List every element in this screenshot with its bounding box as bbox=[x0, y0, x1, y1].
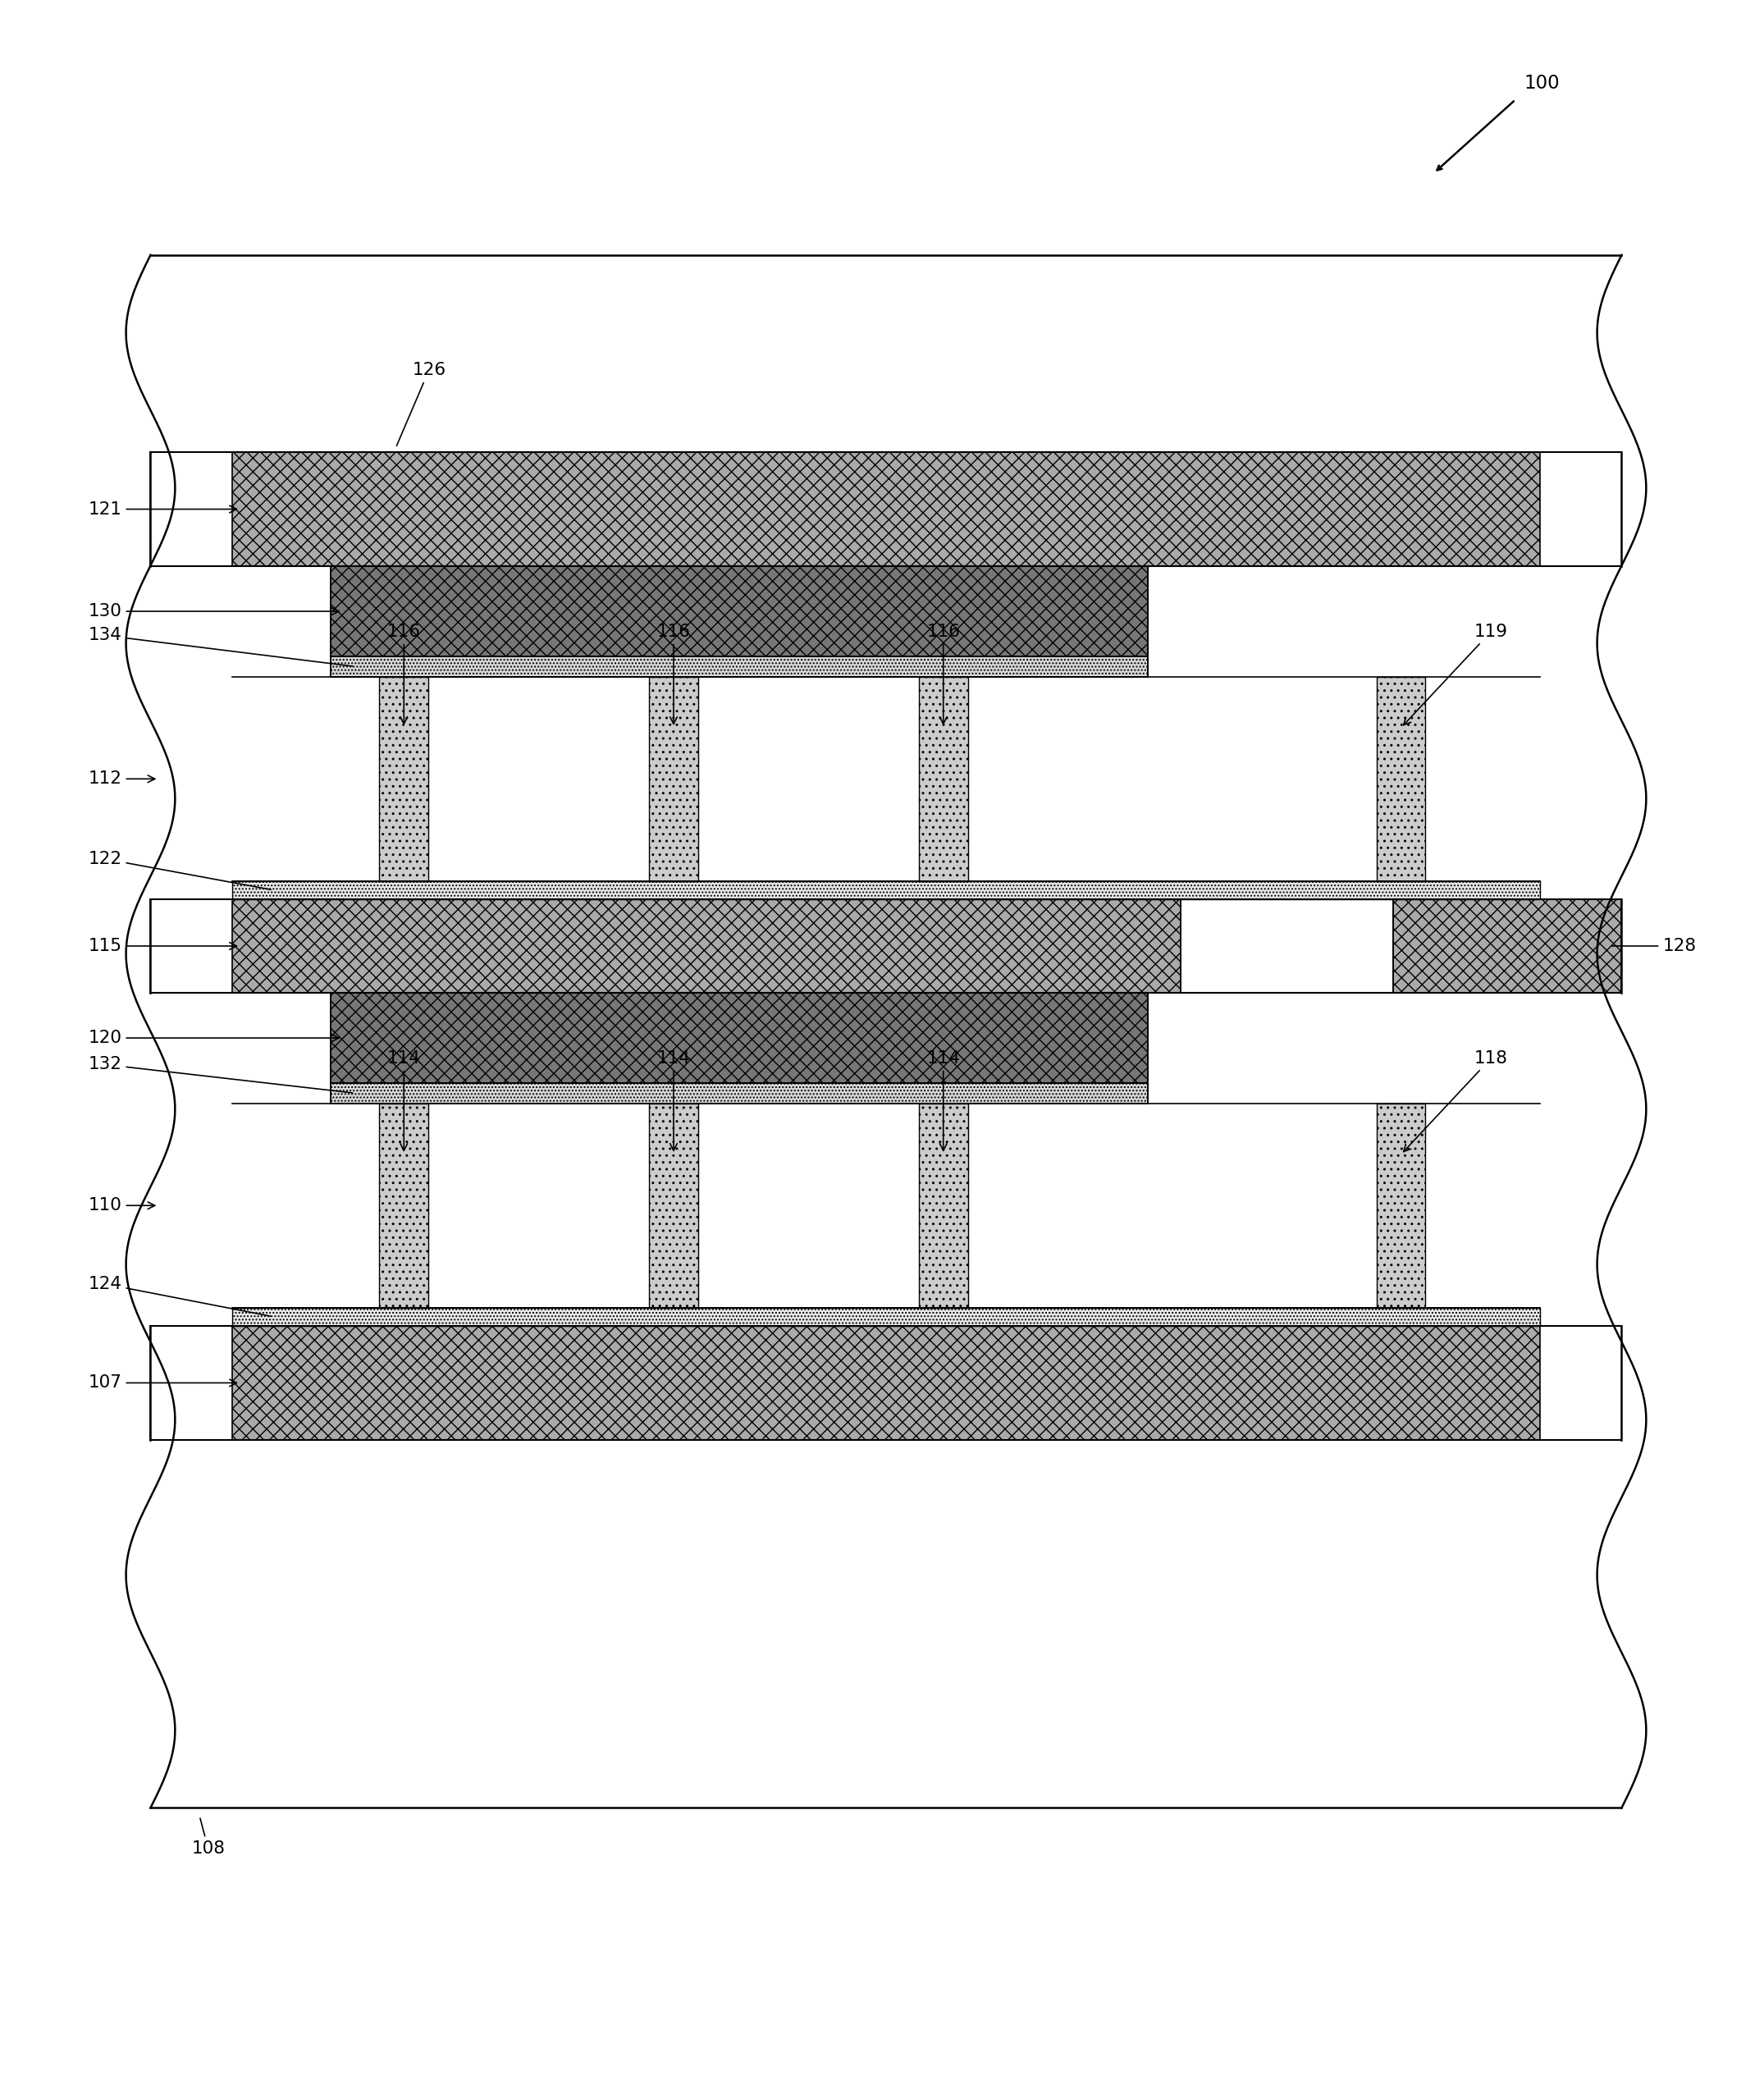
Bar bbox=[330, 1083, 1148, 1104]
Bar bbox=[150, 451, 233, 566]
Bar bbox=[150, 1326, 1621, 1439]
Bar bbox=[330, 657, 1148, 678]
Bar bbox=[919, 1104, 968, 1307]
Bar bbox=[1376, 1104, 1425, 1307]
Text: 118: 118 bbox=[1404, 1051, 1508, 1152]
Text: 114: 114 bbox=[386, 1051, 420, 1150]
Text: 128: 128 bbox=[1612, 938, 1697, 955]
Text: 119: 119 bbox=[1404, 623, 1508, 726]
Text: 115: 115 bbox=[88, 938, 236, 955]
Bar bbox=[379, 1104, 429, 1307]
Bar bbox=[330, 992, 1148, 1083]
Bar bbox=[649, 1104, 699, 1307]
Bar bbox=[1540, 1326, 1621, 1439]
Text: 120: 120 bbox=[88, 1030, 339, 1047]
Text: 126: 126 bbox=[397, 363, 446, 445]
Text: 100: 100 bbox=[1524, 73, 1559, 92]
Text: 134: 134 bbox=[88, 627, 353, 667]
Bar bbox=[649, 678, 699, 881]
Bar bbox=[233, 881, 1540, 900]
Text: 116: 116 bbox=[926, 623, 960, 724]
Bar bbox=[150, 1326, 233, 1439]
Text: 124: 124 bbox=[88, 1276, 272, 1315]
Bar bbox=[150, 256, 1621, 1808]
Bar bbox=[1540, 451, 1621, 566]
Text: 110: 110 bbox=[88, 1198, 155, 1215]
Bar bbox=[379, 678, 429, 881]
Bar bbox=[1376, 678, 1425, 881]
Bar bbox=[330, 566, 1148, 657]
Text: 107: 107 bbox=[88, 1374, 236, 1391]
Text: 121: 121 bbox=[88, 501, 236, 518]
Text: 116: 116 bbox=[386, 623, 420, 724]
Bar bbox=[233, 1307, 1540, 1326]
Text: 112: 112 bbox=[88, 770, 155, 787]
Text: 114: 114 bbox=[656, 1051, 690, 1150]
Bar bbox=[919, 678, 968, 881]
Bar bbox=[150, 900, 233, 992]
Bar bbox=[150, 900, 1180, 992]
Text: 114: 114 bbox=[926, 1051, 960, 1150]
Text: 108: 108 bbox=[192, 1819, 226, 1857]
Text: 116: 116 bbox=[656, 623, 690, 724]
Text: 130: 130 bbox=[88, 602, 339, 619]
Bar bbox=[1394, 900, 1621, 992]
Bar bbox=[150, 451, 1621, 566]
Text: 132: 132 bbox=[88, 1055, 353, 1093]
Text: 122: 122 bbox=[88, 852, 272, 890]
